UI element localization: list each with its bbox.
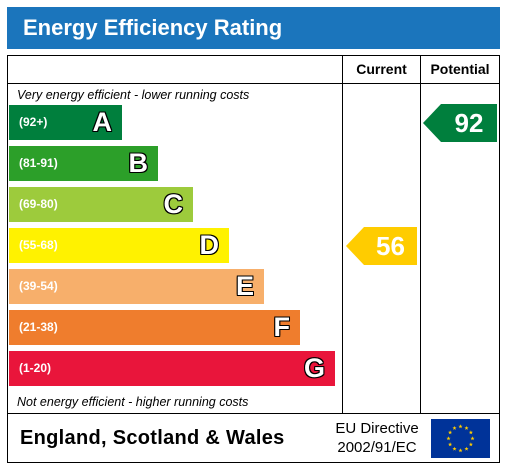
column-divider-current xyxy=(342,56,343,413)
title-banner: Energy Efficiency Rating xyxy=(7,7,500,49)
band-range-f: (21-38) xyxy=(19,320,58,334)
eu-flag-icon xyxy=(431,419,490,458)
current-arrow-polygon xyxy=(346,227,417,265)
band-range-e: (39-54) xyxy=(19,279,58,293)
column-header-potential: Potential xyxy=(430,61,490,77)
band-f: (21-38) F xyxy=(9,310,300,345)
band-range-a: (92+) xyxy=(19,115,48,129)
band-e: (39-54) E xyxy=(9,269,264,304)
band-range-d: (55-68) xyxy=(19,238,58,252)
band-letter-f: F xyxy=(273,312,291,342)
page-title: Energy Efficiency Rating xyxy=(23,15,283,40)
current-rating-value: 56 xyxy=(376,231,405,261)
band-range-g: (1-20) xyxy=(19,361,52,375)
potential-arrow-polygon xyxy=(423,104,497,142)
note-top: Very energy efficient - lower running co… xyxy=(17,88,250,102)
current-arrow-shape xyxy=(346,227,417,265)
eu-directive: EU Directive 2002/91/EC xyxy=(326,419,428,457)
potential-arrow-shape xyxy=(423,104,497,142)
band-range-b: (81-91) xyxy=(19,156,58,170)
footer: England, Scotland & Wales EU Directive 2… xyxy=(7,413,500,463)
potential-rating-value: 92 xyxy=(454,108,484,138)
band-letter-e: E xyxy=(235,271,254,301)
current-rating-arrow: 56 xyxy=(346,227,417,265)
band-c: (69-80) C xyxy=(9,187,193,222)
band-g: (1-20) G xyxy=(9,351,335,386)
band-letter-c: C xyxy=(163,189,184,219)
footer-country: England, Scotland & Wales xyxy=(20,427,285,449)
band-b: (81-91) B xyxy=(9,146,158,181)
band-range-c: (69-80) xyxy=(19,197,58,211)
eu-directive-line1: EU Directive xyxy=(335,420,419,437)
potential-rating-arrow: 92 xyxy=(423,104,497,142)
band-letter-a: A xyxy=(92,107,113,137)
column-header-current: Current xyxy=(356,61,407,77)
band-letter-d: D xyxy=(199,230,220,260)
rating-table: Current Potential Very energy efficient … xyxy=(7,55,500,414)
band-letter-g: G xyxy=(303,353,325,383)
note-bottom: Not energy efficient - higher running co… xyxy=(17,395,249,409)
band-a: (92+) A xyxy=(9,105,122,140)
band-letter-b: B xyxy=(128,148,149,178)
band-d: (55-68) D xyxy=(9,228,229,263)
eu-directive-line2: 2002/91/EC xyxy=(337,439,417,456)
header-row-divider xyxy=(8,83,499,84)
column-divider-potential xyxy=(420,56,421,413)
